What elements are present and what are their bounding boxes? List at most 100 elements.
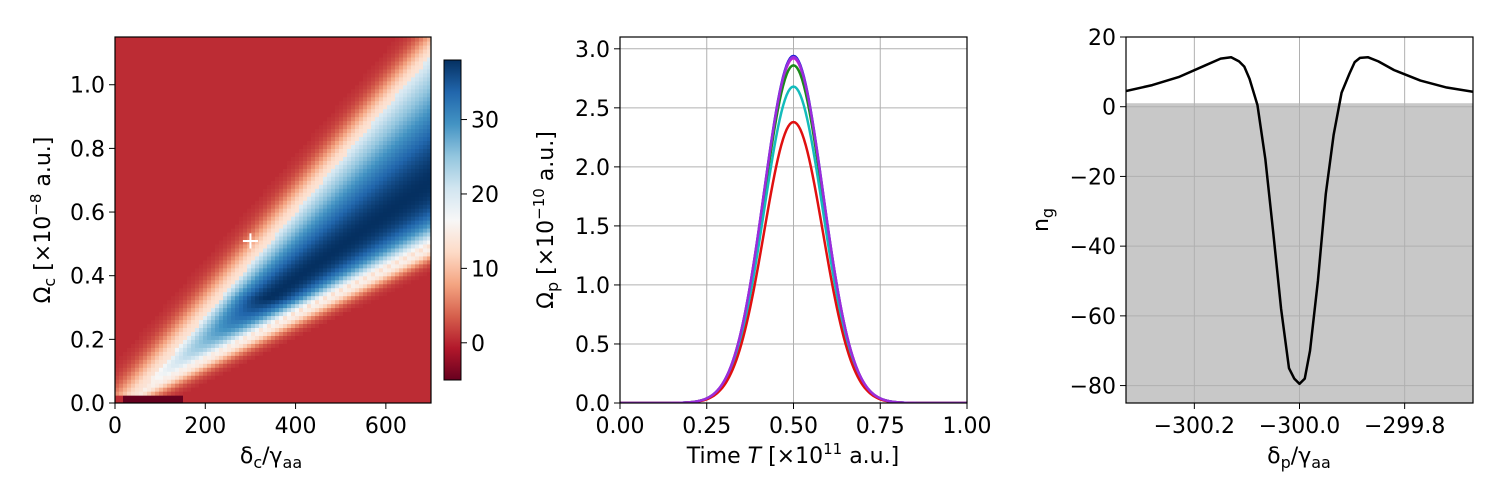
heatmap-cell (183, 243, 188, 249)
heatmap-cell (219, 196, 224, 201)
heatmap-cell (179, 251, 184, 257)
heatmap-cell (199, 355, 204, 360)
heatmap-cell (115, 192, 120, 197)
heatmap-cell (143, 259, 148, 265)
heatmap-cell (115, 223, 120, 229)
heatmap-cell (243, 172, 248, 177)
heatmap-cell (275, 152, 280, 157)
heatmap-cell (267, 132, 272, 138)
heatmap-cell (215, 335, 220, 340)
heatmap-cell (187, 271, 192, 277)
heatmap-cell (291, 327, 296, 332)
heatmap-cell (311, 251, 316, 257)
heatmap-cell (243, 156, 248, 161)
heatmap-cell (119, 92, 124, 98)
heatmap-cell (307, 343, 312, 348)
heatmap-cell (187, 104, 192, 110)
heatmap-cell (307, 263, 312, 269)
heatmap-cell (263, 235, 268, 241)
heatmap-cell (147, 279, 152, 285)
heatmap-cell (215, 100, 220, 106)
heatmap-cell (219, 299, 224, 305)
heatmap-cell (251, 391, 256, 396)
heatmap-cell (231, 379, 236, 384)
heatmap-cell (191, 255, 196, 261)
heatmap-cell (275, 303, 280, 309)
heatmap-cell (271, 311, 276, 317)
heatmap-cell (131, 208, 136, 213)
heatmap-cell (323, 144, 328, 149)
heatmap-cell (171, 188, 176, 193)
heatmap-cell (139, 120, 144, 126)
heatmap-cell (203, 184, 208, 189)
heatmap-cell (307, 311, 312, 317)
heatmap-cell (287, 76, 292, 82)
heatmap-cell (151, 283, 156, 289)
heatmap-cell (267, 156, 272, 161)
heatmap-cell (127, 331, 132, 336)
heatmap-cell (171, 37, 176, 42)
heatmap-cell (195, 37, 200, 42)
heatmap-cell (231, 100, 236, 106)
heatmap-cell (203, 64, 208, 70)
heatmap-cell (223, 347, 228, 352)
heatmap-cell (327, 44, 332, 50)
heatmap-cell (315, 395, 320, 400)
heatmap-cell (167, 52, 172, 58)
heatmap-cell (251, 267, 256, 273)
heatmap-cell (167, 68, 172, 74)
heatmap-cell (319, 255, 324, 261)
heatmap-cell (295, 279, 300, 285)
heatmap-cell (123, 124, 128, 130)
heatmap-cell (115, 231, 120, 237)
heatmap-cell (259, 283, 264, 289)
heatmap-cell (263, 391, 268, 396)
heatmap-cell (131, 116, 136, 122)
heatmap-cell (211, 247, 216, 253)
heatmap-cell (247, 148, 252, 153)
heatmap-cell (331, 327, 336, 332)
heatmap-cell (179, 323, 184, 329)
heatmap-cell (207, 271, 212, 277)
heatmap-cell (311, 216, 316, 221)
heatmap-cell (207, 223, 212, 229)
heatmap-cell (203, 140, 208, 146)
heatmap-cell (235, 335, 240, 340)
heatmap-cell (167, 239, 172, 245)
heatmap-cell (115, 176, 120, 181)
heatmap-cell (115, 148, 120, 153)
heatmap-cell (211, 44, 216, 50)
heatmap-cell (155, 319, 160, 325)
heatmap-cell (327, 315, 332, 321)
heatmap-cell (159, 80, 164, 86)
heatmap-cell (323, 239, 328, 245)
heatmap-cell (239, 391, 244, 396)
heatmap-cell (203, 100, 208, 106)
heatmap-cell (187, 311, 192, 317)
heatmap-cell (267, 136, 272, 142)
heatmap-cell (179, 92, 184, 98)
heatmap-cell (243, 196, 248, 201)
heatmap-cell (195, 307, 200, 313)
heatmap-cell (147, 327, 152, 332)
heatmap-cell (135, 37, 140, 42)
heatmap-cell (187, 303, 192, 309)
heatmap-cell (255, 37, 260, 42)
heatmap-cell (279, 72, 284, 78)
heatmap-cell (283, 263, 288, 269)
heatmap-cell (311, 335, 316, 340)
heatmap-cell (251, 196, 256, 201)
heatmap-cell (171, 287, 176, 293)
heatmap-cell (327, 80, 332, 86)
heatmap-cell (319, 196, 324, 201)
heatmap-cell (235, 72, 240, 78)
heatmap-cell (139, 56, 144, 62)
heatmap-cell (299, 220, 304, 225)
heatmap-cell (283, 375, 288, 380)
heatmap-cell (251, 255, 256, 261)
heatmap-cell (311, 319, 316, 325)
heatmap-cell (147, 164, 152, 169)
heatmap-cell (247, 80, 252, 86)
heatmap-cell (275, 168, 280, 173)
heatmap-cell (307, 395, 312, 400)
